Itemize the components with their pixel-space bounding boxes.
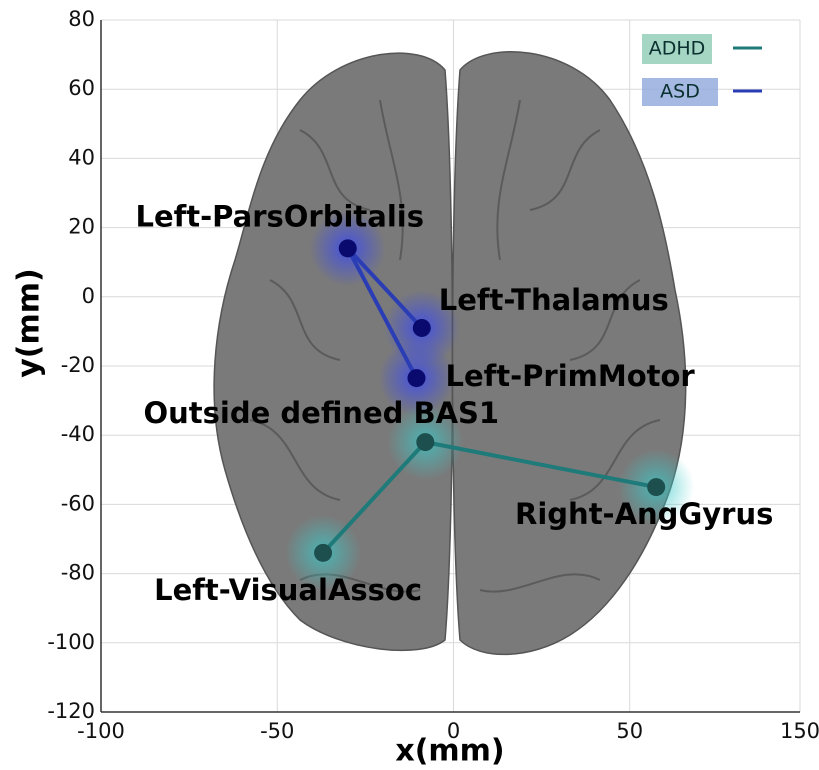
edge (424, 440, 657, 490)
node-label: Left-VisualAssoc (154, 573, 422, 607)
x-tick-label: 50 (616, 719, 643, 743)
node (416, 433, 435, 452)
node (647, 478, 666, 497)
y-axis-title: y(mm) (12, 268, 47, 378)
x-tick-label: 0 (447, 719, 460, 743)
x-axis-title: x(mm) (395, 734, 504, 769)
y-tick-label: 80 (68, 7, 95, 31)
legend-swatch (642, 78, 718, 106)
edge (346, 246, 424, 330)
node-label: Left-PrimMotor (445, 359, 695, 393)
y-tick-label: 40 (68, 145, 95, 169)
legend-label: ADHD (649, 38, 706, 60)
legend-swatch (642, 34, 712, 64)
left-hemisphere (213, 52, 454, 652)
edge (321, 440, 427, 555)
node-label: Left-Thalamus (439, 283, 669, 317)
x-tick-label: -50 (260, 719, 294, 743)
node (407, 369, 426, 388)
y-tick-label: -20 (61, 353, 95, 377)
node-label: Left-ParsOrbitalis (136, 199, 425, 233)
y-tick-label: -60 (61, 491, 95, 515)
y-tick-label: -100 (47, 630, 95, 654)
edge (345, 247, 419, 380)
legend-label: ASD (660, 81, 700, 103)
y-tick-label: 0 (82, 284, 95, 308)
node (314, 543, 333, 562)
y-tick-label: -40 (61, 422, 95, 446)
y-tick-label: 20 (68, 215, 95, 239)
node (412, 318, 431, 337)
node-label: Outside defined BAS1 (144, 396, 500, 430)
x-tick-label: -100 (77, 719, 125, 743)
node (338, 239, 357, 258)
y-tick-label: -80 (61, 561, 95, 585)
node-label: Right-AngGyrus (515, 497, 773, 531)
x-tick-label: 150 (780, 719, 819, 743)
y-tick-label: 60 (68, 76, 95, 100)
y-tick-label: -120 (47, 699, 95, 723)
